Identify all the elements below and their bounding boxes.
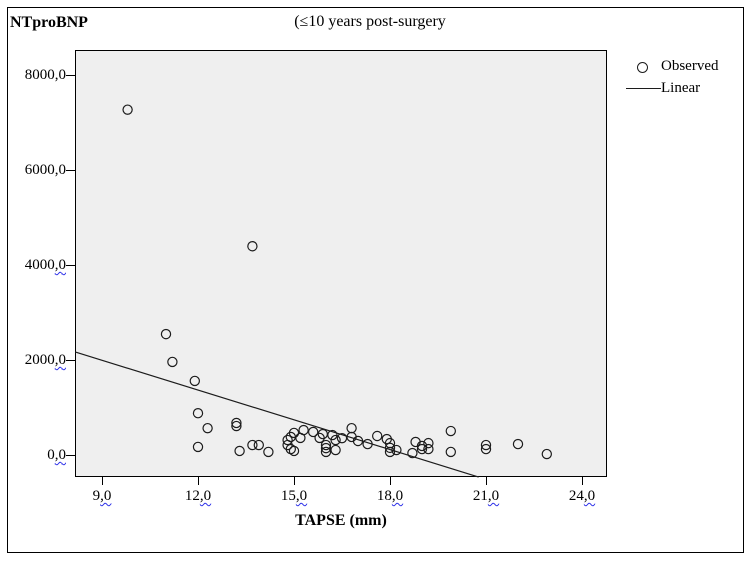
x-tick-label: 9,0 — [92, 488, 112, 504]
x-axis-title: TAPSE (mm) — [295, 512, 387, 529]
plot-area — [75, 50, 607, 477]
y-tick-label: 8000,0 — [24, 67, 66, 83]
x-tick-mark — [389, 477, 391, 485]
legend-observed-label: Observed — [661, 58, 719, 74]
legend-linear-label: Linear — [661, 80, 701, 96]
x-tick-label: 21,0 — [472, 488, 500, 504]
x-tick-label: 15,0 — [280, 488, 308, 504]
y-tick-mark — [66, 169, 75, 171]
x-tick-mark — [581, 477, 583, 485]
y-tick-label: 6000,0 — [24, 162, 66, 178]
y-tick-mark — [66, 454, 75, 456]
x-tick-label: 12,0 — [184, 488, 212, 504]
y-tick-mark — [66, 264, 75, 266]
y-tick-label: 4000,0 — [24, 257, 66, 273]
x-tick-mark — [485, 477, 487, 485]
x-tick-mark — [197, 477, 199, 485]
y-tick-mark — [66, 359, 75, 361]
y-axis-title: NTproBNP — [10, 14, 88, 31]
x-tick-label: 18,0 — [376, 488, 404, 504]
x-tick-label: 24,0 — [568, 488, 596, 504]
y-tick-mark — [66, 74, 75, 76]
y-tick-label: 0,0 — [47, 447, 66, 463]
observed-marker-icon — [637, 62, 648, 73]
x-tick-mark — [293, 477, 295, 485]
chart-title: (≤10 years post-surgery — [294, 13, 446, 30]
figure-border — [7, 7, 744, 553]
legend: Observed Linear — [615, 55, 745, 105]
y-tick-label: 2000,0 — [24, 352, 66, 368]
x-tick-mark — [101, 477, 103, 485]
linear-line-icon — [626, 88, 661, 90]
